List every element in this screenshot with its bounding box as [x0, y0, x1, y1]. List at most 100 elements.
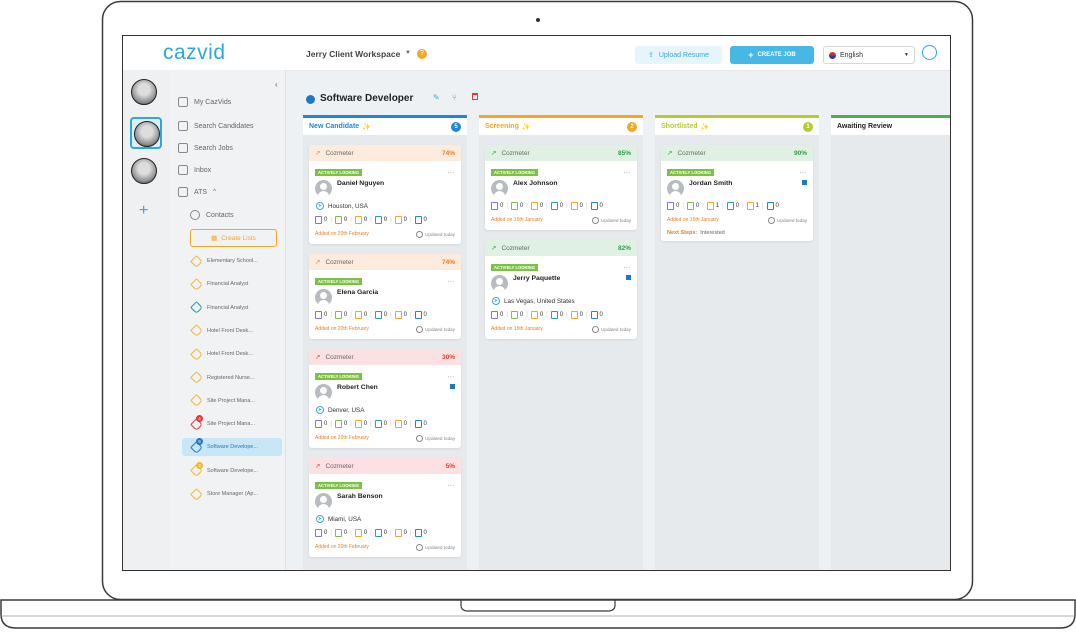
workspace-selector[interactable]: Jerry Client Workspace: [306, 49, 401, 59]
name-row: Sarah Benson: [309, 490, 461, 512]
candidate-avatar: [491, 179, 508, 197]
updated-label: Updated today: [425, 326, 455, 332]
cozmeter-bar: ↗ Cozmeter 85%: [485, 145, 637, 161]
next-steps-value: Interested: [700, 229, 725, 236]
list-item[interactable]: Hotel Front Desk...: [182, 322, 282, 340]
count-icon: [334, 420, 342, 428]
main-area: Software Developer ✎ ⑂ New Candidate ✨ 5 ↗ C…: [285, 70, 950, 570]
list-label: Software Develope...: [207, 444, 259, 451]
more-icon[interactable]: ···: [623, 262, 631, 272]
edit-icon[interactable]: ✎: [433, 93, 440, 102]
create-lists-label: Create Lists: [221, 234, 256, 242]
list-item[interactable]: Elementary School...: [182, 252, 282, 270]
avatar-face: [131, 79, 157, 105]
column-count: 1: [803, 121, 813, 132]
count-icon: [414, 420, 422, 428]
column-header[interactable]: Screening ✨ 2: [479, 115, 643, 135]
list-item[interactable]: Registered Nurse...: [182, 369, 282, 387]
user-icon[interactable]: [922, 45, 937, 60]
list-tag-icon: [190, 277, 203, 291]
candidate-card[interactable]: ↗ Cozmeter 74% ACTIVELY LOOKING ··· Daniel Ng…: [309, 145, 461, 244]
more-icon[interactable]: ···: [447, 480, 455, 490]
list-item[interactable]: Hotel Front Desk...: [182, 345, 282, 363]
language-label: English: [840, 51, 863, 59]
plus-icon: +: [748, 50, 754, 60]
nav-item[interactable]: Search Candidates: [178, 121, 254, 131]
list-tag-icon: [190, 301, 203, 314]
column-header[interactable]: New Candidate ✨ 5: [303, 115, 467, 135]
workspace-avatar[interactable]: [130, 117, 162, 149]
delete-icon[interactable]: [472, 93, 478, 100]
upload-resume-button[interactable]: ⇪ Upload Resume: [635, 46, 722, 64]
linkedin-icon[interactable]: [450, 384, 455, 389]
create-lists-button[interactable]: ▦ Create Lists: [190, 229, 277, 247]
linkedin-icon[interactable]: [802, 180, 807, 185]
column-header[interactable]: Awaiting Review: [831, 115, 950, 135]
language-select[interactable]: English ▼: [823, 46, 915, 64]
clock-icon: [416, 543, 424, 551]
count-icon: [550, 202, 558, 210]
status-row: ACTIVELY LOOKING ···: [661, 167, 813, 177]
workspace-avatar[interactable]: [130, 157, 162, 189]
add-workspace[interactable]: +: [139, 202, 149, 219]
list-tag-icon: [190, 487, 203, 501]
cozmeter-label: Cozmeter: [501, 244, 530, 252]
count-value: 0: [403, 421, 407, 427]
workspace-avatar[interactable]: [130, 78, 162, 110]
more-icon[interactable]: ···: [799, 167, 807, 177]
candidate-card[interactable]: ↗ Cozmeter 90% ACTIVELY LOOKING ··· Jordan Sm…: [661, 145, 813, 241]
added-date: Added on 20th February: [315, 231, 369, 237]
separator: |: [702, 203, 704, 209]
nav-item[interactable]: Search Jobs: [178, 143, 233, 153]
candidate-card[interactable]: ↗ Cozmeter 74% ACTIVELY LOOKING ··· Elena Gar…: [309, 254, 461, 339]
create-job-button[interactable]: + CREATE JOB: [730, 46, 814, 64]
column-header[interactable]: Shortlisted ✨ 1: [655, 115, 819, 135]
nav-item[interactable]: Inbox: [178, 165, 211, 175]
linkedin-icon[interactable]: [626, 275, 631, 280]
list-item[interactable]: Software Develope... 2: [182, 461, 282, 480]
candidate-card[interactable]: ↗ Cozmeter 85% ACTIVELY LOOKING ··· Alex John…: [485, 145, 637, 230]
more-icon[interactable]: ···: [447, 371, 455, 381]
separator: |: [761, 203, 764, 209]
separator: |: [506, 203, 508, 209]
list-item[interactable]: Financial Analyst: [182, 275, 282, 293]
column-title-wrap: Screening ✨: [485, 123, 531, 131]
added-date: Added on 20th February: [315, 544, 369, 550]
nav-item[interactable]: ATS ^: [178, 187, 216, 197]
count-value: 1: [755, 203, 759, 209]
status-tag: ACTIVELY LOOKING: [667, 168, 714, 176]
list-badge: 6: [196, 438, 203, 446]
separator: |: [526, 312, 528, 318]
footer-row: Added on 20th February Updated today: [309, 227, 461, 241]
name-row: Jordan Smith: [661, 177, 813, 199]
list-badge: 2: [196, 461, 203, 469]
list-tag-icon: [190, 254, 203, 268]
nav-item[interactable]: My CazVids: [178, 97, 231, 107]
list-item[interactable]: Site Project Mana...: [182, 392, 282, 410]
count-icon: [334, 311, 342, 319]
collapse-icon[interactable]: ‹: [275, 80, 278, 89]
candidate-card[interactable]: ↗ Cozmeter 30% ACTIVELY LOOKING ··· Robert Ch…: [309, 349, 461, 448]
candidate-card[interactable]: ↗ Cozmeter 82% ACTIVELY LOOKING ··· Jerry Paq…: [485, 240, 637, 339]
count-icon: [746, 202, 754, 210]
pipeline-column: Awaiting Review: [831, 115, 950, 570]
list-item[interactable]: Store Manager (Ap...: [182, 485, 282, 503]
more-icon[interactable]: ···: [447, 167, 455, 177]
candidate-card[interactable]: ↗ Cozmeter 5% ACTIVELY LOOKING ··· Sarah Bens…: [309, 458, 461, 557]
more-icon[interactable]: ···: [623, 167, 631, 177]
list-item[interactable]: Financial Analyst: [182, 299, 282, 317]
logo[interactable]: cazvid: [163, 41, 226, 64]
candidate-avatar: [491, 274, 508, 292]
location-row: ➤ Denver, USA: [309, 403, 461, 417]
count-value: 0: [559, 203, 564, 209]
branch-icon[interactable]: ⑂: [452, 93, 457, 102]
list-item[interactable]: Site Project Mana... 4: [182, 415, 282, 433]
list-item[interactable]: Software Develope... 6: [182, 438, 282, 457]
nav-label: Search Candidates: [194, 122, 254, 130]
contacts-item[interactable]: Contacts: [190, 210, 234, 220]
count-value: 0: [735, 203, 740, 209]
more-icon[interactable]: ···: [447, 276, 455, 286]
count-value: 0: [363, 217, 368, 223]
help-icon[interactable]: ?: [417, 49, 427, 59]
name-row: Daniel Nguyen: [309, 177, 461, 199]
